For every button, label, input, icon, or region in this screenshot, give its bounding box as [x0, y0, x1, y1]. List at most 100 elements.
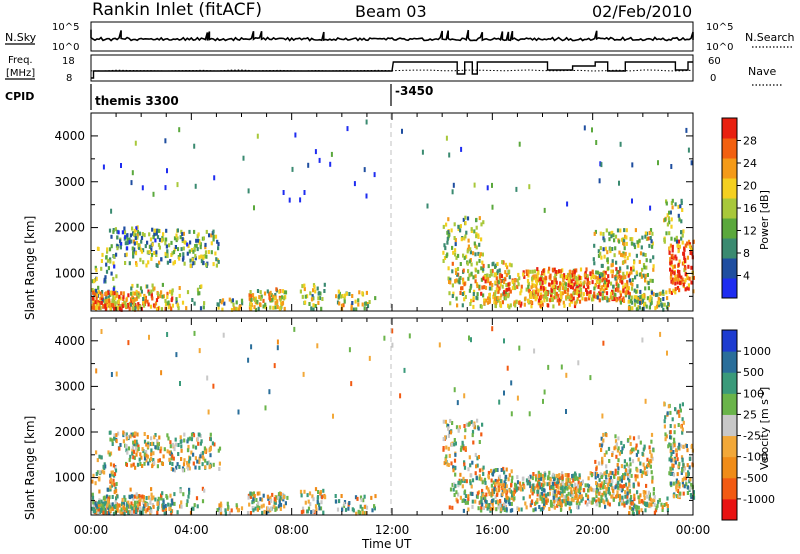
range-cell — [464, 494, 467, 499]
range-cell — [572, 478, 575, 483]
range-cell — [153, 228, 156, 233]
range-cell — [152, 191, 155, 197]
range-cell — [188, 487, 191, 492]
range-cell — [648, 243, 651, 248]
range-cell — [670, 217, 673, 222]
range-cell — [608, 231, 611, 236]
range-cell — [107, 450, 110, 455]
range-cell — [487, 475, 490, 480]
range-cell — [116, 235, 119, 240]
range-cell — [633, 497, 636, 501]
range-cell — [304, 294, 307, 299]
range-cell — [501, 260, 504, 265]
range-cell — [640, 274, 643, 279]
range-cell — [643, 265, 646, 270]
range-cell — [151, 296, 154, 301]
range-cell — [132, 455, 135, 460]
range-cell — [662, 289, 665, 294]
range-cell — [91, 296, 95, 301]
range-cell — [456, 400, 459, 406]
colorbar-swatch — [722, 414, 737, 437]
range-cell — [532, 508, 535, 513]
range-cell — [453, 438, 456, 442]
range-cell — [629, 435, 632, 440]
range-cell — [161, 282, 164, 287]
range-cell — [669, 261, 672, 266]
range-cell — [447, 424, 450, 428]
range-cell — [318, 291, 321, 296]
range-cell — [467, 507, 470, 512]
range-cell — [477, 251, 480, 256]
range-cell — [487, 489, 490, 494]
range-cell — [130, 286, 133, 291]
range-cell — [166, 332, 169, 337]
range-cell — [590, 275, 593, 280]
range-cell — [673, 443, 676, 448]
range-cell — [554, 277, 557, 282]
power-scatter — [91, 119, 695, 312]
range-cell — [570, 285, 573, 289]
range-cell — [154, 445, 157, 450]
range-cell — [570, 279, 573, 284]
range-cell — [203, 449, 207, 454]
range-cell — [528, 411, 531, 417]
range-cell — [149, 500, 152, 505]
colorbar-swatch — [722, 198, 737, 219]
range-cell — [451, 269, 454, 274]
range-cell — [485, 492, 488, 497]
range-cell — [506, 265, 509, 270]
range-cell — [140, 455, 143, 460]
range-cell — [115, 488, 118, 493]
range-cell — [573, 487, 576, 492]
range-cell — [462, 280, 465, 285]
range-cell — [628, 278, 631, 283]
range-cell — [604, 270, 607, 275]
range-cell — [183, 438, 186, 443]
range-cell — [267, 496, 270, 501]
range-cell — [643, 293, 646, 298]
range-cell — [651, 278, 654, 283]
range-cell — [630, 501, 633, 506]
range-cell — [115, 371, 118, 377]
range-cell — [652, 487, 655, 492]
range-cell — [474, 471, 477, 476]
range-cell — [669, 257, 672, 262]
range-cell — [684, 243, 687, 248]
range-cell — [528, 184, 531, 190]
range-cell — [660, 502, 663, 507]
range-cell — [192, 461, 195, 466]
range-cell — [568, 477, 571, 482]
range-cell — [442, 259, 445, 263]
range-cell — [146, 299, 149, 304]
range-cell — [463, 290, 466, 295]
range-cell — [681, 402, 684, 407]
range-cell — [684, 278, 687, 283]
range-cell — [686, 286, 689, 291]
range-cell — [682, 420, 685, 425]
range-cell — [570, 501, 573, 506]
range-cell — [279, 297, 282, 302]
range-cell — [306, 493, 309, 498]
range-cell — [552, 472, 555, 477]
range-cell — [217, 448, 220, 453]
range-cell — [185, 502, 188, 507]
range-cell — [257, 501, 260, 506]
range-cell — [101, 469, 104, 474]
range-cell — [598, 271, 601, 276]
range-cell — [316, 286, 319, 291]
range-cell — [650, 454, 653, 459]
range-cell — [621, 446, 624, 451]
range-cell — [558, 475, 561, 480]
range-cell — [591, 269, 594, 274]
range-cell — [478, 284, 481, 289]
range-cell — [95, 291, 99, 296]
range-cell — [610, 234, 613, 239]
range-cell — [204, 465, 207, 470]
time-tick-label: 08:00 — [274, 523, 309, 537]
range-cell — [628, 482, 631, 487]
range-cell — [468, 421, 471, 426]
range-cell — [197, 441, 200, 446]
range-cell — [156, 510, 159, 515]
range-cell — [580, 276, 583, 280]
range-cell — [132, 291, 135, 296]
